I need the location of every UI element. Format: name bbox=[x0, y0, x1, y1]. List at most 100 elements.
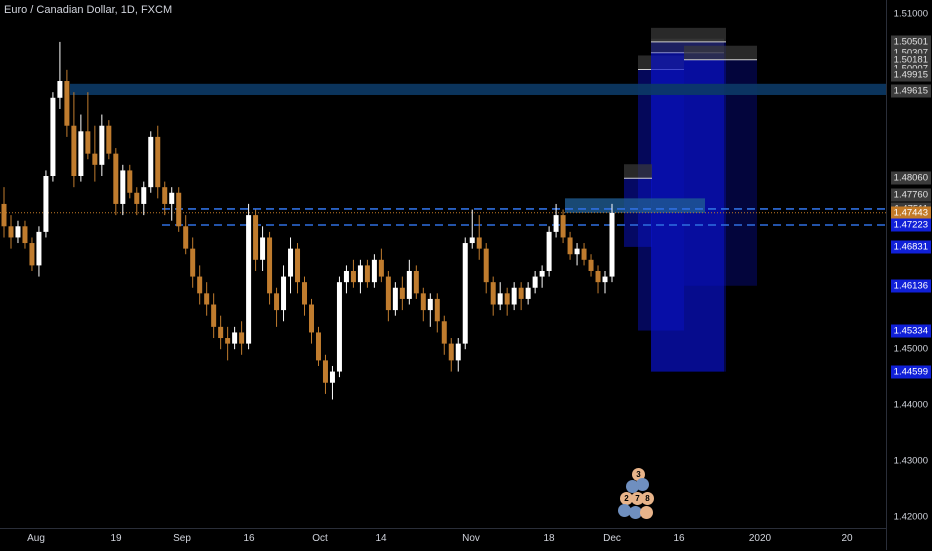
resistance-zone bbox=[70, 83, 886, 95]
time-tick-label: 20 bbox=[841, 533, 853, 544]
candle-body bbox=[581, 248, 587, 260]
candle-body bbox=[36, 231, 42, 266]
candle-body bbox=[427, 298, 433, 311]
price-tick-label: 1.47443 bbox=[890, 206, 931, 220]
event-icon[interactable] bbox=[618, 504, 631, 517]
candlestick-chart[interactable] bbox=[0, 0, 886, 528]
candle-body bbox=[462, 243, 468, 344]
price-tick-label: 1.44599 bbox=[890, 365, 931, 379]
price-axis[interactable]: 1.510001.505011.503071.501811.500071.499… bbox=[886, 0, 932, 550]
chart-area[interactable]: Euro / Canadian Dollar, 1D, FXCM 3 2 7 8 bbox=[0, 0, 886, 528]
candle-body bbox=[378, 259, 384, 277]
event-icon[interactable] bbox=[629, 506, 642, 519]
event-icon[interactable] bbox=[636, 478, 649, 491]
candle-body bbox=[190, 248, 196, 277]
time-tick-label: 16 bbox=[243, 533, 255, 544]
candle-body bbox=[239, 332, 245, 344]
candle-body bbox=[441, 321, 447, 344]
candle-body bbox=[539, 270, 545, 277]
price-tick-label: 1.43000 bbox=[893, 455, 928, 467]
time-tick-label: 19 bbox=[110, 533, 122, 544]
candle-body bbox=[71, 125, 77, 176]
event-marker-7[interactable]: 7 bbox=[631, 492, 644, 505]
price-tick-label: 1.47760 bbox=[890, 188, 931, 202]
candle-body bbox=[22, 226, 28, 244]
event-markers[interactable]: 3 2 7 8 bbox=[614, 466, 664, 522]
event-marker-3[interactable]: 3 bbox=[632, 468, 645, 481]
candle-body bbox=[504, 293, 510, 305]
candle-body bbox=[302, 282, 308, 305]
event-icon[interactable] bbox=[626, 480, 639, 493]
candle-body bbox=[225, 338, 231, 344]
candle-body bbox=[497, 293, 503, 305]
candle-body bbox=[106, 125, 112, 154]
time-tick-label: Dec bbox=[603, 533, 621, 544]
price-tick-label: 1.49915 bbox=[890, 68, 931, 82]
candle-body bbox=[532, 276, 538, 288]
small-zone bbox=[565, 198, 705, 213]
candle-body bbox=[211, 304, 217, 327]
time-tick-label: 16 bbox=[673, 533, 685, 544]
price-tick-label: 1.46831 bbox=[890, 240, 931, 254]
candle-body bbox=[204, 293, 210, 305]
time-tick-label: Aug bbox=[27, 533, 45, 544]
candle-body bbox=[413, 270, 419, 294]
price-tick-label: 1.44000 bbox=[893, 399, 928, 411]
candle-body bbox=[253, 215, 259, 260]
candle-body bbox=[364, 265, 370, 283]
candle-body bbox=[141, 187, 147, 204]
candle-body bbox=[295, 248, 301, 283]
candle-body bbox=[308, 304, 314, 333]
candle-body bbox=[232, 332, 238, 344]
candle-body bbox=[455, 343, 461, 361]
candle-body bbox=[85, 131, 91, 154]
candle-body bbox=[329, 371, 335, 383]
candle-body bbox=[399, 287, 405, 299]
time-tick-label: 18 bbox=[543, 533, 555, 544]
price-tick-label: 1.45334 bbox=[890, 324, 931, 338]
candle-body bbox=[274, 293, 280, 311]
candle-body bbox=[525, 287, 531, 299]
candle-body bbox=[8, 226, 14, 238]
candle-body bbox=[385, 276, 391, 311]
candle-body bbox=[469, 237, 475, 244]
candle-body bbox=[134, 192, 140, 204]
candle-body bbox=[567, 237, 573, 255]
candle-body bbox=[78, 131, 84, 176]
candle-body bbox=[357, 265, 363, 283]
candle-body bbox=[15, 226, 21, 238]
event-marker-2[interactable]: 2 bbox=[620, 492, 633, 505]
price-tick-label: 1.49615 bbox=[890, 84, 931, 98]
time-tick-label: Nov bbox=[462, 533, 480, 544]
candle-body bbox=[1, 203, 7, 227]
time-tick-label: Sep bbox=[173, 533, 191, 544]
candle-body bbox=[246, 215, 252, 344]
time-tick-label: Oct bbox=[312, 533, 328, 544]
price-tick-label: 1.45000 bbox=[893, 343, 928, 355]
candle-body bbox=[169, 192, 175, 204]
event-marker-8[interactable]: 8 bbox=[641, 492, 654, 505]
projection-cap bbox=[624, 164, 652, 179]
candle-body bbox=[29, 243, 35, 266]
projection-cap bbox=[684, 45, 757, 60]
candle-body bbox=[609, 212, 615, 277]
symbol-title: Euro / Canadian Dollar, 1D, FXCM bbox=[4, 4, 173, 16]
event-icon[interactable] bbox=[640, 506, 653, 519]
price-tick-label: 1.50501 bbox=[890, 35, 931, 49]
projection-cap bbox=[651, 27, 726, 42]
candle-body bbox=[155, 136, 161, 188]
candle-body bbox=[64, 81, 70, 126]
price-tick-label: 1.42000 bbox=[893, 511, 928, 523]
candle-body bbox=[92, 153, 98, 165]
candle-body bbox=[322, 360, 328, 383]
candle-body bbox=[490, 282, 496, 305]
projection-box bbox=[684, 59, 757, 286]
candle-body bbox=[99, 125, 105, 165]
candle-body bbox=[267, 237, 273, 294]
time-axis[interactable]: Aug 19 Sep 16 Oct 14 Nov 18 Dec 16 2020 20 bbox=[0, 528, 886, 551]
candle-body bbox=[120, 170, 126, 204]
candle-body bbox=[176, 192, 182, 227]
candle-body bbox=[315, 332, 321, 361]
candle-body bbox=[162, 187, 168, 204]
candle-body bbox=[43, 176, 49, 232]
